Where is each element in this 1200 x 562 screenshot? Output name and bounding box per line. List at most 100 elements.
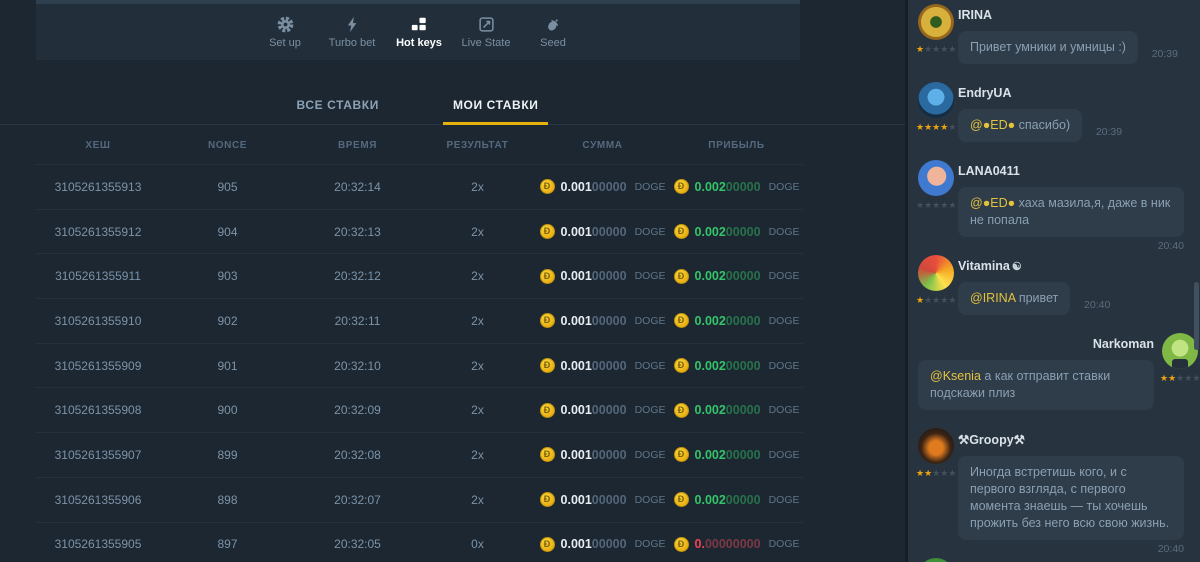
- star-icon: ★: [932, 200, 941, 210]
- phoenix-avatar[interactable]: [918, 428, 954, 464]
- bet-hash: 3105261355905: [54, 537, 142, 552]
- toolbar-item-set-up[interactable]: Set up: [258, 15, 312, 49]
- bet-row[interactable]: 3105261355911 903 20:32:12 2x Đ 0.00100000 …: [36, 253, 803, 298]
- toolbar-item-label: Live State: [461, 37, 511, 49]
- bet-amount: Đ 0.00100000 DOGE: [535, 402, 670, 418]
- toolbar-item-label: Turbo bet: [328, 37, 376, 49]
- bet-amount: Đ 0.00100000 DOGE: [535, 268, 670, 284]
- bet-result: 2x: [471, 447, 484, 462]
- toolbar-item-seed[interactable]: Seed: [526, 15, 580, 49]
- message-bubble: @Ksenia а как отправит ставки подскажи п…: [918, 360, 1154, 410]
- bet-row[interactable]: 3105261355913 905 20:32:14 2x Đ 0.00100000 …: [36, 164, 803, 209]
- bet-time: 20:32:13: [334, 224, 381, 239]
- bet-time: 20:32:14: [334, 179, 381, 194]
- chat-username[interactable]: igoza: [958, 556, 1192, 562]
- toolbar-item-label: Set up: [269, 37, 301, 49]
- hotkeys-icon: [410, 15, 428, 33]
- message-bubble-wrap: @IRINA привет 20:40: [958, 282, 1110, 315]
- bet-row[interactable]: 3105261355908 900 20:32:09 2x Đ 0.00100000 …: [36, 387, 803, 432]
- bet-nonce: 902: [217, 313, 238, 328]
- bet-row[interactable]: 3105261355905 897 20:32:05 0x Đ 0.00100000 …: [36, 521, 803, 562]
- column-header: ПРИБЫЛЬ: [708, 140, 765, 151]
- gold-badge-avatar[interactable]: [918, 4, 954, 40]
- doge-coin-icon: Đ: [673, 536, 689, 552]
- bet-result: 2x: [471, 269, 484, 284]
- bet-result: 2x: [471, 492, 484, 507]
- user-rating-stars: ★★★★★: [916, 44, 956, 55]
- joker-avatar[interactable]: [918, 558, 954, 562]
- doge-coin-icon: Đ: [673, 224, 689, 240]
- mention-link[interactable]: @●ED●: [970, 118, 1016, 132]
- message-time: 20:39: [1151, 48, 1178, 60]
- bet-row[interactable]: 3105261355909 901 20:32:10 2x Đ 0.00100000 …: [36, 342, 803, 388]
- bet-profit: Đ 0.00200000 DOGE: [670, 313, 803, 329]
- bets-table: ХЕШ NONCE ВРЕМЯ РЕЗУЛЬТАТ СУММА ПРИБЫЛЬ 31052…: [0, 127, 905, 562]
- blue-hood-avatar[interactable]: [918, 82, 954, 118]
- star-icon: ★: [932, 122, 941, 132]
- tab-my-bets[interactable]: МОИ СТАВКИ: [442, 88, 548, 125]
- bet-amount: Đ 0.00100000 DOGE: [535, 358, 670, 374]
- bet-hash: 3105261355908: [54, 403, 142, 418]
- bet-result: 2x: [471, 403, 484, 418]
- chat-scrollbar-thumb[interactable]: [1194, 282, 1199, 350]
- chat-username[interactable]: IRINA: [958, 8, 993, 22]
- star-icon: ★: [940, 44, 949, 54]
- doge-coin-icon: Đ: [539, 224, 555, 240]
- bet-nonce: 903: [217, 269, 238, 284]
- gear-icon: [276, 15, 295, 33]
- bet-profit: Đ 0.00200000 DOGE: [670, 224, 803, 240]
- currency-label: DOGE: [768, 448, 800, 461]
- user-badge-icon: ☯: [1011, 261, 1022, 273]
- chat-message: ★★★★★ igoza @●ED●дружище рано ты сказал …: [918, 556, 1192, 562]
- chat-message-list: ★★★★★ IRINA Привет умники и умницы :) 20…: [916, 2, 1200, 562]
- doge-coin-icon: Đ: [673, 358, 689, 374]
- bet-time: 20:32:08: [334, 447, 381, 462]
- chat-username[interactable]: ⚒Groopy⚒: [958, 433, 1025, 447]
- chat-panel: ★★★★★ IRINA Привет умники и умницы :) 20…: [905, 0, 1200, 562]
- chat-username[interactable]: LANA0411: [958, 164, 1020, 178]
- message-bubble-wrap: Иногда встретишь кого, и с первого взгля…: [958, 456, 1184, 555]
- chat-username[interactable]: EndryUA: [958, 86, 1012, 100]
- bet-row[interactable]: 3105261355907 899 20:32:08 2x Đ 0.00100000 …: [36, 432, 803, 477]
- message-time: 20:40: [1157, 240, 1184, 252]
- mention-link[interactable]: @IRINA: [970, 291, 1016, 305]
- bet-amount: Đ 0.00100000 DOGE: [535, 224, 670, 240]
- mention-link[interactable]: @Ksenia: [930, 369, 981, 383]
- bets-table-body: 3105261355913 905 20:32:14 2x Đ 0.00100000 …: [0, 164, 905, 562]
- currency-label: DOGE: [634, 538, 666, 551]
- doge-coin-icon: Đ: [539, 268, 555, 284]
- toolbar-item-turbo-bet[interactable]: Turbo bet: [325, 15, 379, 49]
- pink-girl-avatar[interactable]: [918, 160, 954, 196]
- message-bubble: @●ED● хаха мазила,я, даже в ник не попал…: [958, 187, 1184, 237]
- message-time: 20:40: [1084, 299, 1111, 311]
- message-time: 20:40: [1157, 543, 1184, 555]
- column-header: ХЕШ: [85, 140, 111, 151]
- bet-time: 20:32:10: [334, 358, 381, 373]
- doge-coin-icon: Đ: [673, 447, 689, 463]
- croc-avatar[interactable]: [1162, 333, 1198, 369]
- bet-row[interactable]: 3105261355906 898 20:32:07 2x Đ 0.00100000 …: [36, 476, 803, 522]
- star-icon: ★: [916, 200, 925, 210]
- bet-row[interactable]: 3105261355912 904 20:32:13 2x Đ 0.00100000 …: [36, 208, 803, 254]
- currency-label: DOGE: [768, 225, 800, 238]
- fruits-avatar[interactable]: [918, 255, 954, 291]
- toolbar-item-hot-keys[interactable]: Hot keys: [392, 15, 446, 49]
- chat-username[interactable]: Narkoman: [1092, 337, 1154, 351]
- bet-profit: Đ 0.00200000 DOGE: [670, 402, 803, 418]
- toolbar-item-live-state[interactable]: Live State: [459, 15, 513, 49]
- currency-label: DOGE: [634, 270, 666, 283]
- mention-link[interactable]: @●ED●: [970, 196, 1016, 210]
- star-icon: ★: [948, 295, 957, 305]
- bet-result: 2x: [471, 224, 484, 239]
- tab-all-bets[interactable]: ВСЕ СТАВКИ: [296, 98, 379, 112]
- bet-hash: 3105261355911: [55, 269, 141, 284]
- bet-row[interactable]: 3105261355910 902 20:32:11 2x Đ 0.00100000 …: [36, 298, 803, 343]
- bet-profit: Đ 0.00200000 DOGE: [670, 358, 803, 374]
- star-icon: ★: [1168, 373, 1177, 383]
- doge-coin-icon: Đ: [539, 447, 555, 463]
- user-rating-stars: ★★★★★: [916, 295, 956, 306]
- doge-coin-icon: Đ: [673, 402, 689, 418]
- chat-message: ★★★★★ Vitamina ☯ @IRINA привет 20:40: [916, 253, 1192, 315]
- chat-username[interactable]: Vitamina ☯: [958, 259, 1022, 273]
